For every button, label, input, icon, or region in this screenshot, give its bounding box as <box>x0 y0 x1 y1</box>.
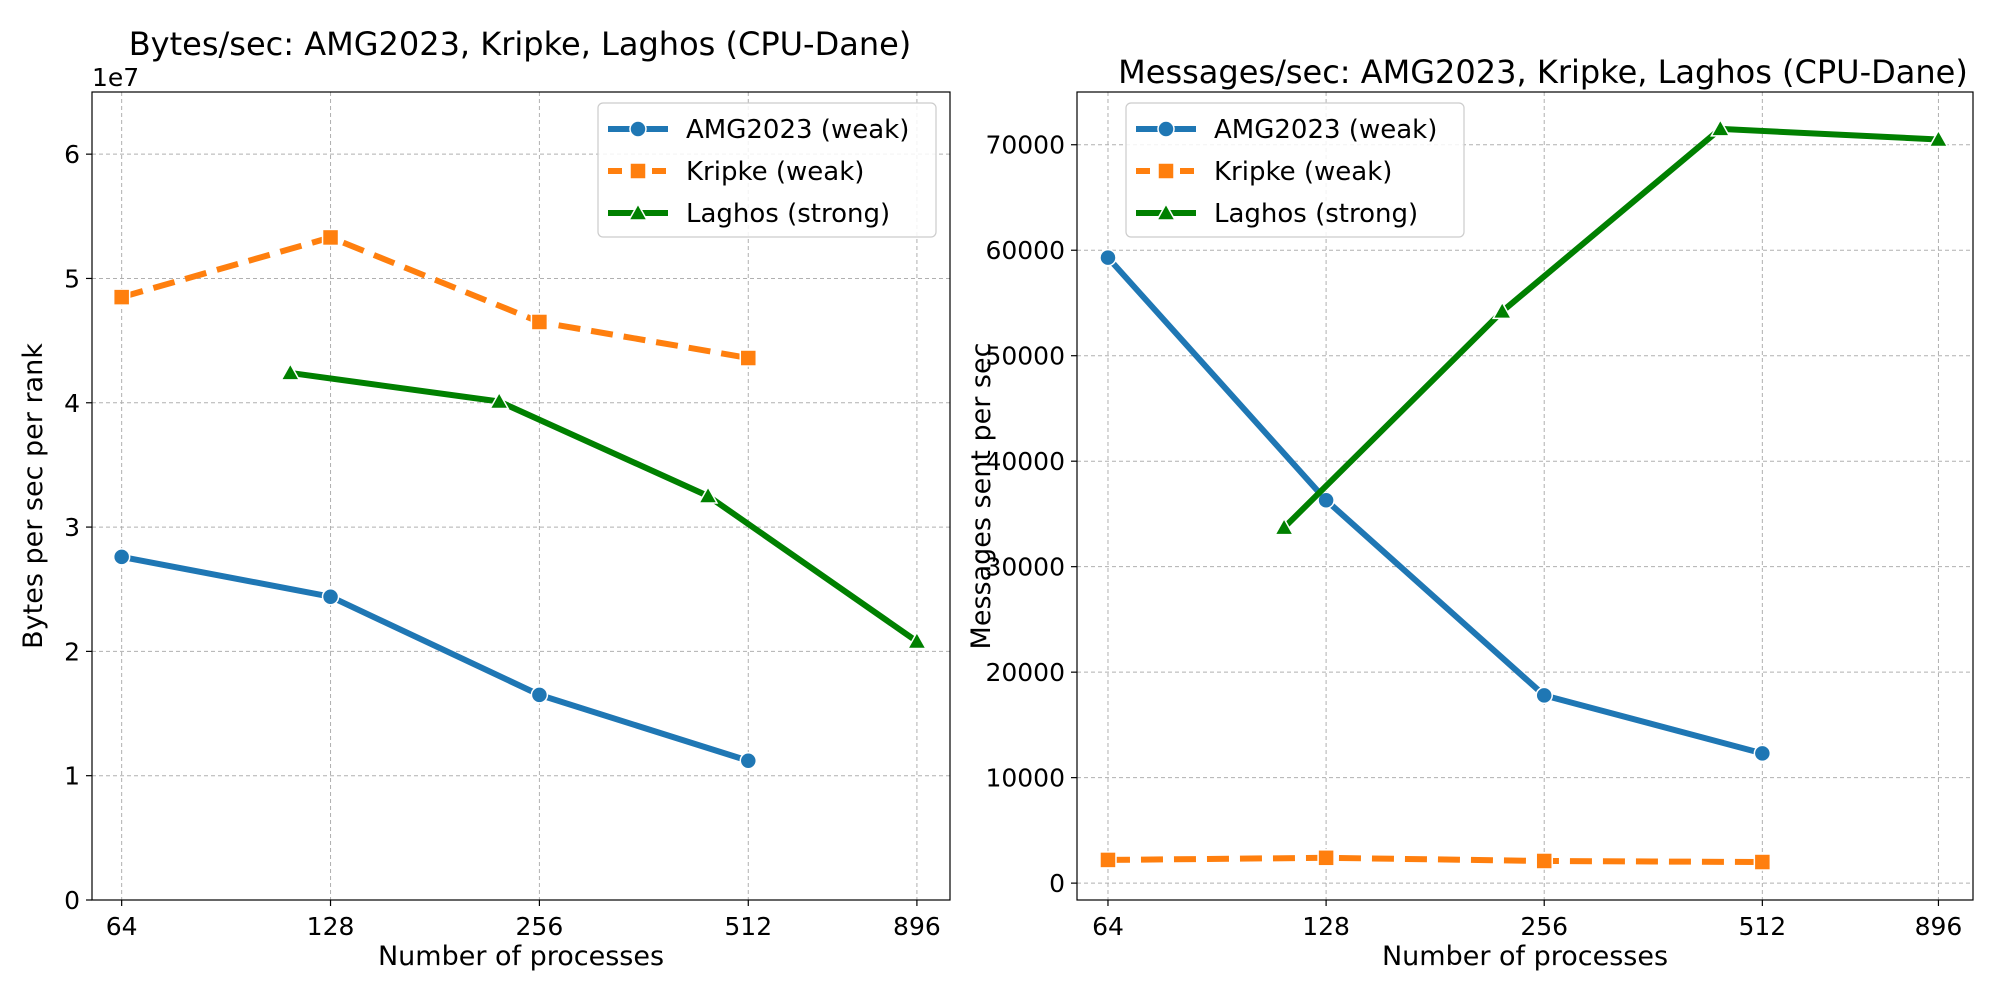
x-tick-label: 256 <box>516 912 564 941</box>
y-tick-label: 40000 <box>985 447 1065 476</box>
y-tick-label: 6 <box>64 140 80 169</box>
data-point-kripke-weak <box>321 228 340 247</box>
y-tick-label: 50000 <box>985 342 1065 371</box>
series-line-amg2023-weak <box>1105 255 1764 757</box>
plot-frame <box>1076 91 1974 901</box>
series-laghos-strong <box>1273 118 1949 536</box>
data-point-kripke-weak <box>530 313 549 331</box>
chart-messages-per-sec: 64 128 256 512 896 0 10000 20000 30000 40000 50000… <box>966 53 1974 972</box>
data-point-laghos-strong <box>1928 128 1949 148</box>
x-tick-label: 512 <box>1738 912 1786 941</box>
series-kripke-weak <box>1099 849 1772 871</box>
legend-label: AMG2023 (weak) <box>686 115 909 145</box>
data-point-amg2023-weak <box>530 686 549 704</box>
series-line-laghos-strong <box>289 369 919 644</box>
plot-frame <box>91 91 951 901</box>
legend-marker-laghos-strong <box>1155 202 1177 221</box>
x-tick-label: 512 <box>724 912 772 941</box>
x-tick-label: 128 <box>1302 912 1350 941</box>
data-point-laghos-strong <box>1491 300 1513 320</box>
data-point-amg2023-weak <box>1099 248 1117 267</box>
x-tick-label: 896 <box>1915 912 1963 941</box>
y-tick-label: 0 <box>64 886 80 915</box>
data-point-kripke-weak <box>112 288 131 306</box>
data-point-amg2023-weak <box>1317 491 1335 509</box>
legend: AMG2023 (weak) Kripke (weak) Laghos (stron… <box>597 102 937 238</box>
data-point-laghos-strong <box>488 390 510 410</box>
x-axis-label: Number of processes <box>1382 941 1668 972</box>
legend-marker-kripke-weak <box>629 162 647 180</box>
data-point-amg2023-weak <box>112 548 131 566</box>
series-line-kripke-weak <box>1107 854 1763 866</box>
legend-marker-laghos-strong <box>627 202 649 221</box>
series-amg2023-weak <box>112 548 758 770</box>
data-point-laghos-strong <box>280 362 301 381</box>
legend-label: Kripke (weak) <box>1214 157 1392 187</box>
series-line-amg2023-weak <box>121 553 750 764</box>
y-tick-label: 5 <box>64 264 80 293</box>
data-point-amg2023-weak <box>739 752 758 770</box>
y-tick-label: 30000 <box>985 553 1065 582</box>
series-line-laghos-strong <box>1281 125 1939 530</box>
data-point-amg2023-weak <box>1535 686 1553 705</box>
legend-label: Laghos (strong) <box>1214 199 1418 229</box>
y-tick-label: 60000 <box>985 236 1065 265</box>
chart-title: Messages/sec: AMG2023, Kripke, Laghos (C… <box>1118 53 1968 91</box>
data-point-kripke-weak <box>1317 849 1335 867</box>
data-point-laghos-strong <box>1710 118 1731 137</box>
data-point-amg2023-weak <box>321 587 340 606</box>
y-axis-label: Messages sent per sec <box>966 343 997 650</box>
data-point-kripke-weak <box>1535 852 1553 870</box>
series-amg2023-weak <box>1099 248 1772 763</box>
y-tick-label: 3 <box>64 513 80 542</box>
y-tick-label: 70000 <box>985 131 1065 160</box>
data-point-laghos-strong <box>906 630 928 650</box>
y-tick-label: 10000 <box>985 764 1065 793</box>
data-point-kripke-weak <box>1099 851 1117 869</box>
y-axis-label: Bytes per sec per rank <box>18 343 49 649</box>
x-tick-label: 896 <box>893 912 941 941</box>
data-point-kripke-weak <box>739 349 758 367</box>
chart-bytes-per-sec: 64 128 256 512 896 0 1 2 3 4 5 6 Bytes/sec: AMG2023,… <box>18 25 951 972</box>
legend-box <box>1125 102 1465 238</box>
series-laghos-strong <box>280 362 928 650</box>
series-line-kripke-weak <box>120 234 749 361</box>
legend-label: AMG2023 (weak) <box>1214 115 1437 145</box>
legend-box <box>597 102 937 238</box>
legend-label: Kripke (weak) <box>686 157 864 187</box>
legend-marker-amg2023-weak <box>629 120 647 138</box>
x-tick-label: 64 <box>1092 912 1124 941</box>
y-offset-label: 1e7 <box>92 63 139 92</box>
x-tick-label: 256 <box>1520 912 1568 941</box>
data-point-amg2023-weak <box>1753 744 1772 763</box>
legend: AMG2023 (weak) Kripke (weak) Laghos (stron… <box>1125 102 1465 238</box>
legend-label: Laghos (strong) <box>686 199 890 229</box>
y-tick-label: 0 <box>1049 869 1065 898</box>
x-axis-label: Number of processes <box>378 941 664 972</box>
data-point-laghos-strong <box>697 485 719 504</box>
data-point-laghos-strong <box>1273 517 1295 536</box>
legend-marker-amg2023-weak <box>1157 120 1175 138</box>
x-tick-label: 128 <box>307 912 355 941</box>
x-tick-label: 64 <box>106 912 138 941</box>
y-tick-label: 20000 <box>985 658 1065 687</box>
data-point-kripke-weak <box>1753 853 1772 871</box>
series-kripke-weak <box>112 228 758 367</box>
legend-marker-kripke-weak <box>1157 162 1175 180</box>
y-tick-label: 4 <box>64 389 80 418</box>
y-tick-label: 1 <box>64 762 80 791</box>
chart-title: Bytes/sec: AMG2023, Kripke, Laghos (CPU-… <box>129 25 912 63</box>
y-tick-label: 2 <box>64 637 80 666</box>
